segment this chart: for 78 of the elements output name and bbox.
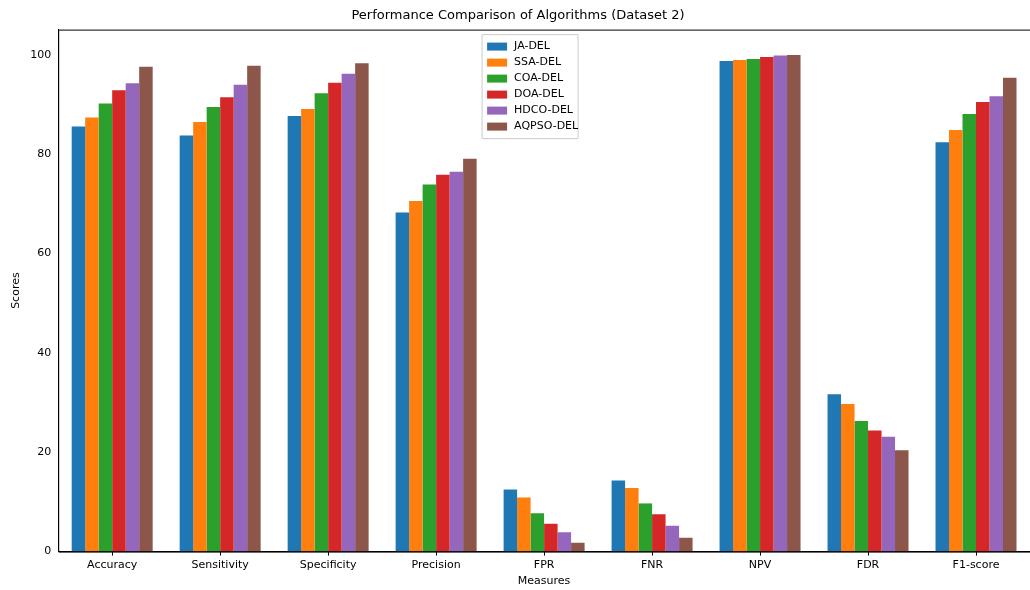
bar xyxy=(328,82,342,552)
legend-label: COA-DEL xyxy=(514,71,564,85)
x-tick-label: F1-score xyxy=(952,558,1000,572)
bar xyxy=(935,142,950,552)
y-tick-label: 60 xyxy=(37,246,52,260)
bar xyxy=(652,514,666,552)
bar xyxy=(193,121,207,552)
bar xyxy=(989,96,1004,552)
bar xyxy=(665,525,680,552)
bar xyxy=(868,430,882,552)
y-tick-label: 20 xyxy=(37,445,52,459)
bar xyxy=(71,126,86,552)
bar xyxy=(719,60,734,552)
bar xyxy=(436,174,450,552)
bar xyxy=(881,436,896,552)
bar xyxy=(760,56,774,552)
bar xyxy=(395,212,410,552)
bar xyxy=(112,90,126,552)
bar xyxy=(139,66,153,552)
x-tick-label: FPR xyxy=(533,558,555,572)
y-axis-title: Scores xyxy=(9,272,23,309)
bar xyxy=(962,114,977,552)
bar xyxy=(854,420,869,552)
x-tick-label: Precision xyxy=(411,558,461,572)
bar xyxy=(787,54,801,552)
bar xyxy=(287,116,302,552)
bar xyxy=(841,404,855,552)
bar xyxy=(638,503,653,552)
bar xyxy=(895,450,909,552)
x-tick-label: NPV xyxy=(748,558,772,572)
bar xyxy=(503,489,518,552)
bar xyxy=(247,65,261,552)
x-tick-label: Sensitivity xyxy=(191,558,250,572)
legend-label: AQPSO-DEL xyxy=(514,119,580,133)
legend-label: HDCO-DEL xyxy=(514,103,574,117)
bar xyxy=(233,84,248,552)
x-tick-label: Accuracy xyxy=(87,558,138,572)
bar xyxy=(85,117,99,552)
bar xyxy=(422,184,437,552)
bar xyxy=(557,532,572,552)
bar xyxy=(679,537,693,552)
chart-title: Performance Comparison of Algorithms (Dataset 2) xyxy=(351,7,685,23)
bar xyxy=(517,497,531,552)
x-tick-label: FDR xyxy=(856,558,880,572)
bar xyxy=(773,55,788,552)
bar xyxy=(746,58,761,552)
bar xyxy=(530,513,545,552)
bar xyxy=(355,63,369,552)
bar xyxy=(179,135,194,552)
bar xyxy=(206,107,221,552)
bar xyxy=(125,83,140,552)
bar xyxy=(544,523,558,552)
y-tick-label: 40 xyxy=(37,345,52,359)
bar xyxy=(625,488,639,552)
bar xyxy=(1003,77,1017,552)
bar xyxy=(827,394,842,552)
bar xyxy=(733,59,747,552)
bar xyxy=(976,102,990,552)
bar xyxy=(571,542,585,552)
x-tick-label: Specificity xyxy=(299,558,357,572)
bar xyxy=(949,129,963,552)
bar xyxy=(220,97,234,552)
bar xyxy=(463,158,477,552)
y-tick-label: 80 xyxy=(37,147,52,161)
y-tick-label: 100 xyxy=(30,47,52,61)
bar xyxy=(611,480,626,552)
bar xyxy=(98,103,113,552)
legend-label: JA-DEL xyxy=(513,39,551,53)
legend-label: SSA-DEL xyxy=(514,55,562,69)
bar xyxy=(301,109,315,552)
bar xyxy=(409,200,423,552)
bar xyxy=(314,93,329,552)
legend-label: DOA-DEL xyxy=(514,87,565,101)
x-tick-label: FNR xyxy=(640,558,664,572)
y-tick-label: 0 xyxy=(44,544,52,558)
bar xyxy=(449,171,464,552)
bar xyxy=(341,73,356,552)
x-axis-title: Measures xyxy=(517,574,571,588)
